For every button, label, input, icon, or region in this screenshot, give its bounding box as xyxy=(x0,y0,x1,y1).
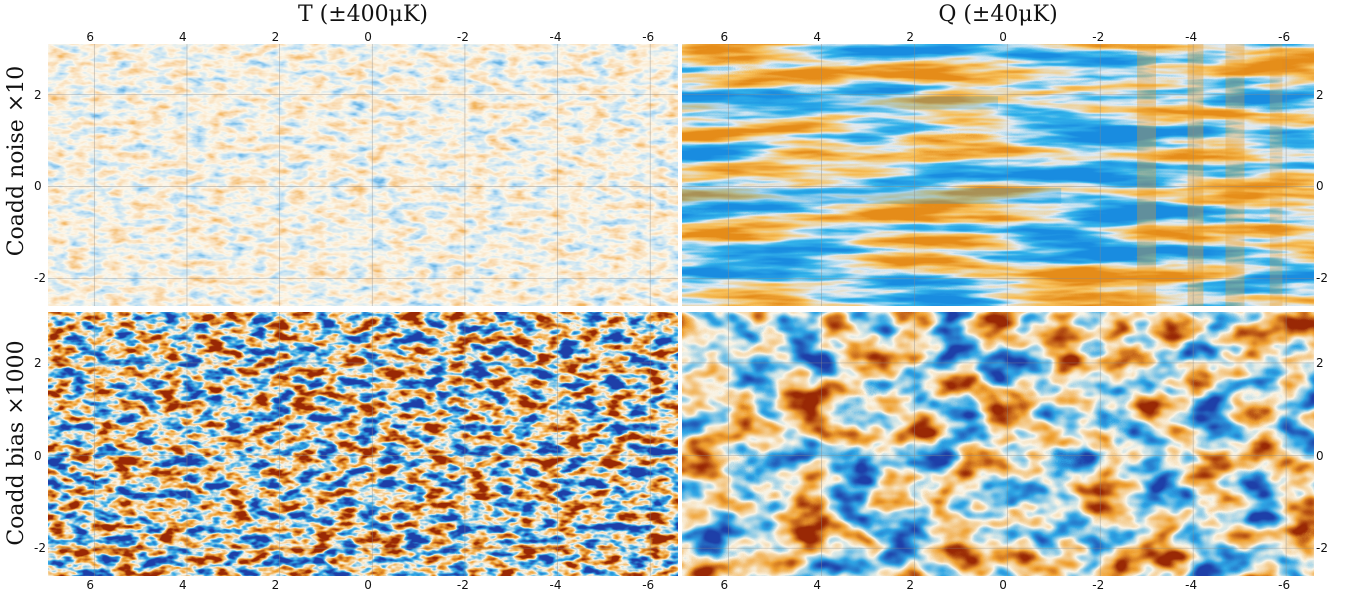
x-tick-bottom: 2 xyxy=(271,578,280,592)
x-tick-bottom: -4 xyxy=(549,578,562,592)
row-label-noise: Coadd noise ×10 xyxy=(4,65,29,257)
x-tick-top: 4 xyxy=(178,30,187,44)
x-tick-top: 4 xyxy=(813,30,822,44)
x-tick-top: -2 xyxy=(456,30,469,44)
column-title-q: Q (±40μK) xyxy=(938,2,1058,27)
y-tick-left: -2 xyxy=(34,271,46,286)
x-tick-bottom: 4 xyxy=(178,578,187,592)
y-tick-right: 2 xyxy=(1316,355,1324,370)
x-tick-top: 6 xyxy=(720,30,729,44)
x-tick-bottom: 4 xyxy=(813,578,822,592)
x-tick-top: -6 xyxy=(1278,30,1291,44)
x-tick-top: 2 xyxy=(906,30,914,44)
map-t-bias xyxy=(48,312,678,576)
y-tick-right: -2 xyxy=(1316,271,1328,286)
y-tick-left: 0 xyxy=(34,448,42,463)
x-tick-top: 0 xyxy=(364,30,372,44)
column-title-t: T (±400μK) xyxy=(298,2,428,27)
y-tick-right: 0 xyxy=(1316,179,1324,194)
row-label-bias: Coadd bias ×1000 xyxy=(4,340,29,546)
y-tick-right: 0 xyxy=(1316,448,1324,463)
x-tick-top: 6 xyxy=(86,30,94,44)
y-tick-left: -2 xyxy=(34,541,46,556)
x-tick-bottom: -6 xyxy=(642,578,655,592)
y-tick-right: -2 xyxy=(1316,541,1328,556)
x-tick-bottom: 6 xyxy=(720,578,729,592)
x-tick-top: -2 xyxy=(1092,30,1105,44)
x-tick-top: 2 xyxy=(271,30,280,44)
x-tick-bottom: -2 xyxy=(1092,578,1105,592)
map-q-bias xyxy=(682,312,1314,576)
map-q-noise xyxy=(682,44,1314,306)
y-tick-left: 0 xyxy=(34,179,42,194)
x-tick-bottom: 2 xyxy=(906,578,914,592)
y-tick-right: 2 xyxy=(1316,87,1324,102)
y-tick-left: 2 xyxy=(34,355,42,370)
x-tick-top: -4 xyxy=(1185,30,1198,44)
x-tick-top: 0 xyxy=(999,30,1007,44)
x-tick-bottom: 0 xyxy=(364,578,372,592)
x-tick-bottom: -6 xyxy=(1278,578,1291,592)
x-tick-top: -6 xyxy=(642,30,655,44)
map-t-noise xyxy=(48,44,678,306)
x-tick-bottom: 6 xyxy=(86,578,94,592)
y-tick-left: 2 xyxy=(34,87,42,102)
x-tick-bottom: -4 xyxy=(1185,578,1198,592)
x-tick-bottom: 0 xyxy=(999,578,1007,592)
x-tick-top: -4 xyxy=(549,30,562,44)
x-tick-bottom: -2 xyxy=(456,578,469,592)
